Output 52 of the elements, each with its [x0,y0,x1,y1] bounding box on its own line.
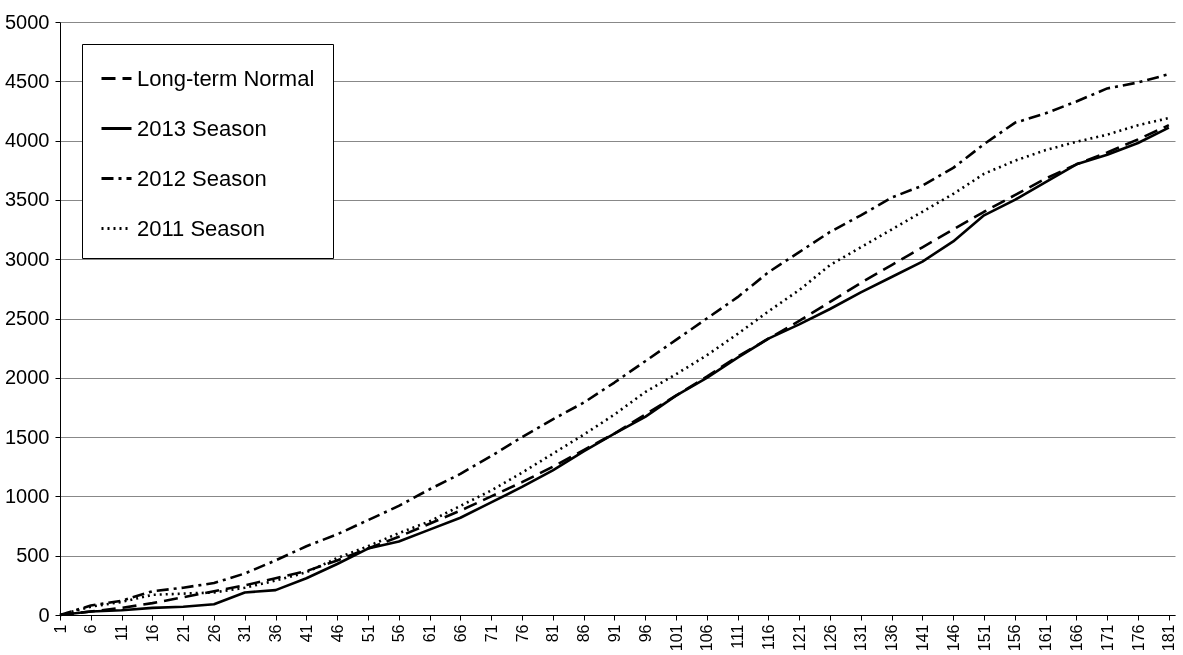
x-tick-label: 96 [636,624,654,643]
x-tick-label: 141 [913,624,931,652]
x-tick-label: 1 [51,624,69,634]
x-tick-label: 56 [390,624,408,643]
x-tick-label: 131 [852,624,870,652]
y-tick-label: 2000 [5,366,50,389]
x-tick-label: 146 [944,624,962,652]
y-tick-label: 0 [38,603,50,626]
x-tick-label: 181 [1160,624,1178,652]
x-tick-label: 61 [421,624,439,643]
y-tick-label: 1000 [5,484,50,507]
x-tick-label: 71 [482,624,500,643]
y-tick-label: 3500 [5,188,50,211]
x-tick-label: 111 [729,624,747,649]
x-tick-label: 36 [267,624,285,643]
x-tick-label: 166 [1067,624,1085,652]
x-tick-label: 136 [883,624,901,652]
x-tick-label: 106 [698,624,716,652]
x-tick-label: 41 [297,624,315,643]
x-tick-label: 31 [236,624,254,643]
x-tick-label: 91 [605,624,623,643]
x-tick-label: 76 [513,624,531,643]
y-tick-label: 2500 [5,307,50,329]
x-tick-label: 11 [113,624,131,642]
x-tick-label: 16 [143,624,161,643]
x-tick-label: 156 [1006,624,1024,652]
x-tick-label: 66 [451,624,469,643]
x-tick-label: 116 [759,624,777,651]
x-tick-label: 46 [328,624,346,643]
x-tick-label: 21 [174,624,192,643]
y-tick-label: 500 [16,544,50,567]
x-tick-label: 171 [1098,624,1116,652]
legend-label: 2011 Season [137,215,266,241]
x-tick-label: 86 [575,624,593,643]
legend-label: 2012 Season [137,165,267,191]
x-tick-label: 126 [821,624,839,652]
x-tick-label: 26 [205,624,223,643]
y-tick-label: 1500 [5,425,50,448]
x-tick-label: 121 [790,624,808,652]
y-tick-label: 4500 [5,69,50,92]
y-tick-label: 3000 [5,247,50,270]
x-tick-label: 161 [1037,624,1055,652]
x-tick-label: 6 [82,624,100,634]
x-tick-label: 101 [667,624,685,652]
x-tick-label: 151 [975,624,993,652]
y-tick-label: 4000 [5,129,50,152]
legend-label: 2013 Season [137,115,267,141]
y-tick-label: 5000 [5,10,50,33]
x-tick-label: 51 [359,624,377,643]
legend-label: Long-term Normal [137,65,315,91]
x-tick-label: 176 [1129,624,1147,652]
x-tick-label: 81 [544,624,562,643]
